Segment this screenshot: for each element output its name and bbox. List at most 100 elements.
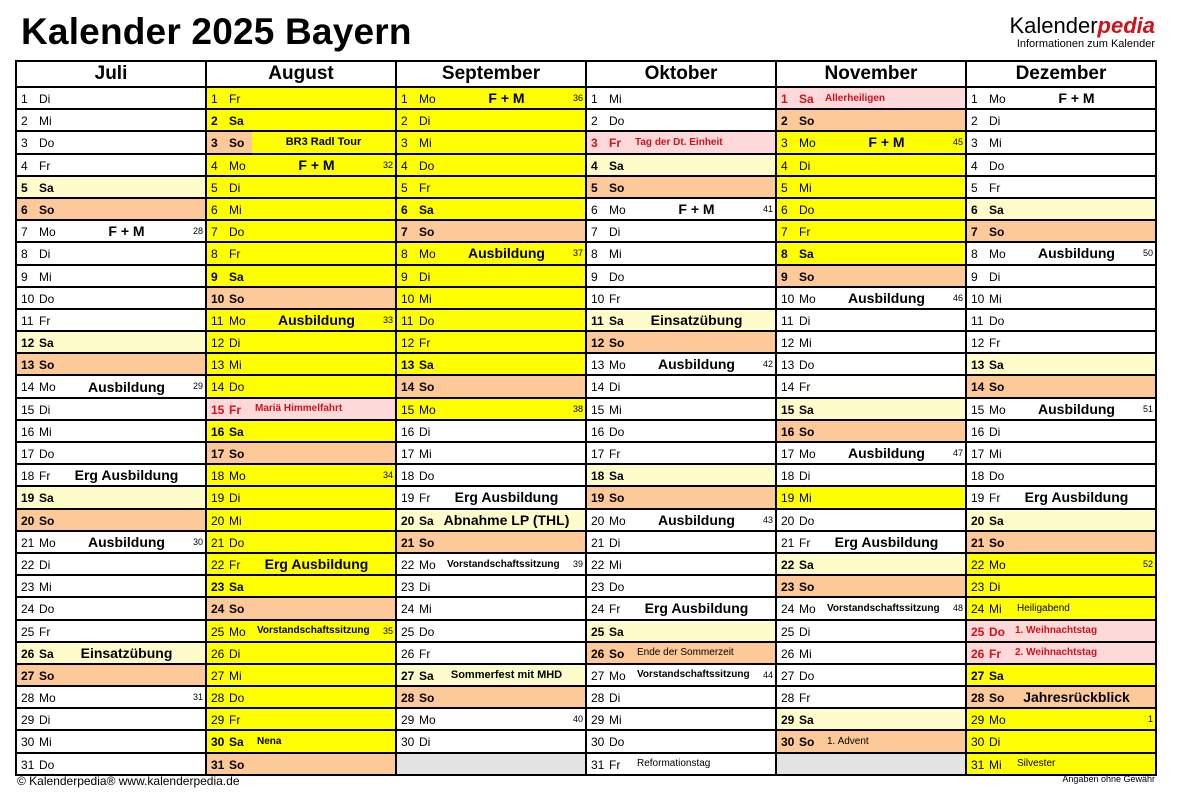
weekday: Do xyxy=(39,291,55,306)
weekday: So xyxy=(989,380,1005,395)
day-cell: 10 Mi xyxy=(395,285,587,310)
weekday: So xyxy=(799,424,815,439)
weekday: Do xyxy=(799,202,815,217)
day-number: 9 xyxy=(781,269,788,284)
event-label: Ausbildung xyxy=(658,356,735,373)
day-cell: 19 Di xyxy=(205,485,397,510)
day-number: 24 xyxy=(211,602,225,617)
weekday: Fr xyxy=(989,646,1001,661)
day-number: 8 xyxy=(781,247,788,262)
day-number: 25 xyxy=(21,624,35,639)
event-label: Erg Ausbildung xyxy=(644,600,749,617)
week-number: 48 xyxy=(952,603,963,614)
day-number: 28 xyxy=(591,691,605,706)
weekday: Mi xyxy=(39,580,52,595)
day-cell: 8 Mo Ausbildung 50 xyxy=(965,241,1157,266)
weekday: Fr xyxy=(229,92,241,106)
weekday: Di xyxy=(609,225,621,240)
event-label: Ausbildung xyxy=(848,445,925,462)
day-cell: 28 Do xyxy=(205,685,397,710)
day-cell: 27 Sa Sommerfest mit MHD xyxy=(395,662,587,688)
weekday: So xyxy=(799,269,815,284)
calendar-row: 12 Sa 12 Di 12 Fr 12 So 12 Mi 12 Fr xyxy=(15,330,1157,355)
day-number: 14 xyxy=(211,380,225,395)
day-number: 3 xyxy=(781,136,788,151)
day-number: 10 xyxy=(21,291,35,306)
day-cell: 24 So xyxy=(205,596,397,621)
day-number: 18 xyxy=(781,469,795,484)
weekday: So xyxy=(39,513,55,528)
day-cell: 26 Mi xyxy=(775,640,967,665)
weekday: Sa xyxy=(39,646,54,661)
day-cell: 27 Mi xyxy=(205,662,397,688)
event-label: Ausbildung xyxy=(1038,245,1115,262)
day-number: 10 xyxy=(401,291,415,306)
day-cell: 25 Fr xyxy=(15,618,207,643)
day-cell: 29 Fr xyxy=(205,707,397,732)
weekday: Sa xyxy=(39,336,54,351)
weekday: So xyxy=(799,735,815,750)
day-cell: 25 Do xyxy=(395,618,587,643)
day-cell: 28 Fr xyxy=(775,685,967,710)
day-number: 17 xyxy=(211,447,225,461)
day-cell: 8 Mo Ausbildung 37 xyxy=(395,241,587,266)
day-number: 6 xyxy=(401,202,408,217)
weekday: So xyxy=(989,225,1005,240)
weekday: Do xyxy=(609,424,625,439)
weekday: Mo xyxy=(989,92,1006,106)
day-cell: 5 Fr xyxy=(395,174,587,199)
day-number: 8 xyxy=(591,247,598,262)
day-cell: 9 Do xyxy=(585,263,777,288)
weekday: Mi xyxy=(609,92,622,106)
day-number: 14 xyxy=(591,380,605,395)
day-number: 29 xyxy=(211,713,225,728)
day-number: 6 xyxy=(591,202,598,217)
week-number: 32 xyxy=(382,159,393,170)
weekday: Mi xyxy=(989,291,1002,306)
week-number: 29 xyxy=(192,381,203,392)
day-cell: 10 Mo Ausbildung 46 xyxy=(775,285,967,310)
day-number: 11 xyxy=(211,313,224,328)
event-label: Allerheiligen xyxy=(825,92,886,104)
weekday: Mi xyxy=(419,291,432,306)
week-number: 44 xyxy=(762,669,773,680)
weekday: Mo xyxy=(989,713,1006,728)
event-label: Ausbildung xyxy=(88,378,165,395)
day-number: 27 xyxy=(781,668,795,683)
day-number: 5 xyxy=(211,180,218,195)
day-cell: 19 Sa xyxy=(15,485,207,510)
event-label: Jahresrückblick xyxy=(1023,689,1130,706)
day-cell: 18 Do xyxy=(395,463,587,488)
day-number: 26 xyxy=(781,646,795,661)
event-label: Vorstandschaftssitzung xyxy=(447,558,560,570)
weekday: Fr xyxy=(799,225,811,240)
weekday: Di xyxy=(419,735,431,750)
calendar-row: 15 Di 15 Fr Mariä Himmelfahrt 15 Mo 38 15 Mi 15 Sa 1… xyxy=(15,396,1157,421)
day-number: 14 xyxy=(21,380,35,395)
day-cell: 7 So xyxy=(965,219,1157,244)
weekday: Mo xyxy=(419,247,436,262)
weekday: Sa xyxy=(229,114,244,129)
day-number: 2 xyxy=(21,114,28,129)
weekday: So xyxy=(419,535,435,550)
day-number: 4 xyxy=(21,158,28,173)
day-number: 26 xyxy=(591,646,605,661)
day-number: 1 xyxy=(971,92,978,106)
weekday: Sa xyxy=(39,491,54,506)
weekday: Mi xyxy=(989,757,1002,772)
weekday: Fr xyxy=(229,247,241,262)
day-cell: 21 Do xyxy=(205,529,397,554)
day-number: 22 xyxy=(591,557,605,572)
weekday: Do xyxy=(419,624,435,639)
weekday: Mi xyxy=(799,336,812,351)
calendar-row: 19 Sa 19 Di 19 Fr Erg Ausbildung 19 So 19 Mi 19 Fr Er… xyxy=(15,485,1157,510)
weekday: Mo xyxy=(609,358,626,373)
day-number: 6 xyxy=(781,202,788,217)
day-cell: 17 Mi xyxy=(965,440,1157,466)
weekday: Fr xyxy=(39,313,51,328)
day-number: 1 xyxy=(781,92,788,106)
week-number: 1 xyxy=(1147,714,1153,725)
event-label: F + M xyxy=(868,134,905,151)
calendar-row: 17 Do 17 So 17 Mi 17 Fr 17 Mo Ausbildung 47 17 Mi xyxy=(15,440,1157,466)
weekday: Di xyxy=(229,646,241,661)
